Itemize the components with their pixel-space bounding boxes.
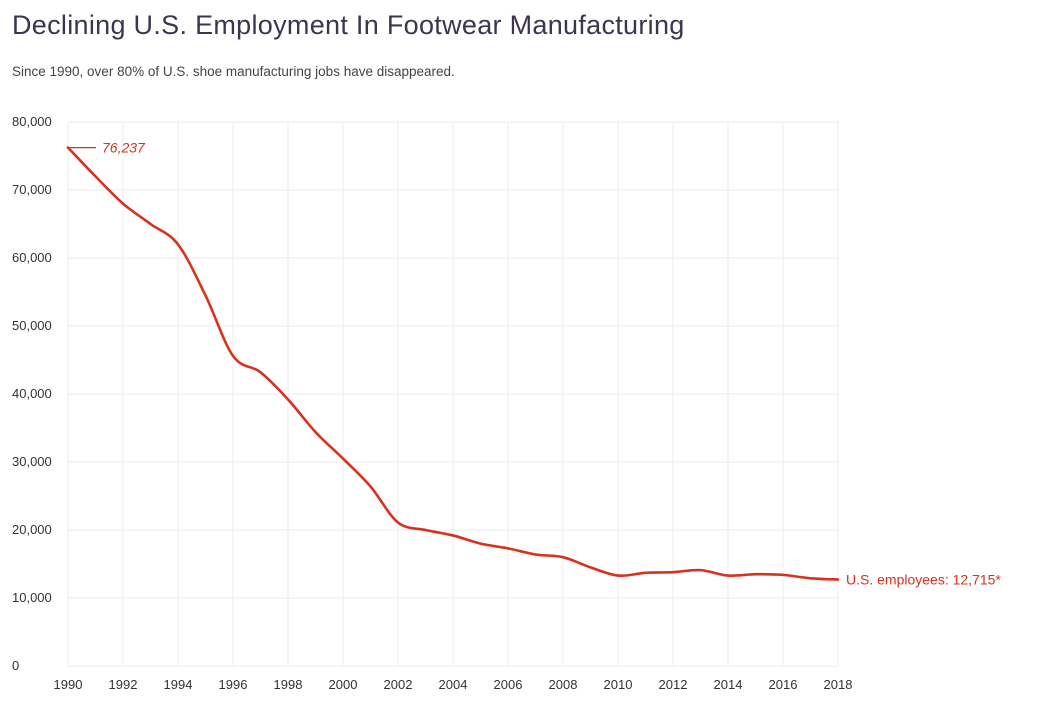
y-tick-label: 60,000	[12, 250, 52, 265]
x-tick-label: 2006	[494, 677, 523, 692]
data-point	[479, 542, 482, 545]
x-tick-label: 1994	[164, 677, 193, 692]
data-point	[809, 577, 812, 580]
x-tick-label: 2016	[769, 677, 798, 692]
y-tick-label: 40,000	[12, 386, 52, 401]
annotation-start-value: 76,237	[102, 140, 146, 156]
data-point	[369, 485, 372, 488]
data-point	[726, 574, 730, 577]
series-layer	[66, 146, 840, 581]
chart-subtitle: Since 1990, over 80% of U.S. shoe manufa…	[12, 64, 455, 79]
data-point	[396, 521, 400, 524]
data-point	[506, 547, 510, 550]
data-point	[286, 398, 290, 401]
data-point	[231, 354, 235, 358]
data-point	[176, 243, 180, 246]
x-tick-label: 2000	[329, 677, 358, 692]
data-point	[836, 578, 840, 581]
x-tick-label: 2018	[824, 677, 853, 692]
x-tick-label: 2014	[714, 677, 743, 692]
data-point	[204, 294, 207, 297]
y-tick-label: 80,000	[12, 114, 52, 129]
annotations: 76,237 U.S. employees: 12,715*	[68, 140, 1001, 588]
y-tick-label: 0	[12, 658, 19, 673]
data-point	[671, 570, 675, 574]
y-axis-tick-labels: 0 10,000 20,000 30,000 40,000 50,000 60,000 70,…	[12, 114, 52, 673]
data-point	[616, 574, 620, 577]
x-tick-label: 2010	[604, 677, 633, 692]
data-point	[259, 371, 262, 374]
y-tick-label: 50,000	[12, 318, 52, 333]
chart-title: Declining U.S. Employment In Footwear Ma…	[12, 10, 685, 40]
x-tick-label: 1998	[274, 677, 303, 692]
data-point	[644, 571, 647, 575]
x-axis-tick-labels: 1990 1992 1994 1996 1998 2000 2002 2004 2006 2008…	[54, 677, 853, 692]
data-point	[94, 175, 97, 178]
grid	[67, 121, 839, 667]
x-tick-label: 1992	[109, 677, 138, 692]
x-tick-label: 1990	[54, 677, 83, 692]
data-point	[561, 556, 565, 559]
data-point	[149, 222, 152, 226]
data-point	[589, 566, 592, 569]
x-tick-label: 1996	[219, 677, 248, 692]
y-tick-label: 30,000	[12, 454, 52, 469]
data-point	[314, 430, 317, 434]
annotation-end-value: U.S. employees: 12,715*	[846, 572, 1001, 588]
data-point	[781, 573, 785, 577]
data-point	[699, 568, 702, 572]
data-point	[754, 573, 757, 576]
x-tick-label: 2002	[384, 677, 413, 692]
data-point	[534, 553, 537, 556]
x-tick-label: 2008	[549, 677, 578, 692]
y-tick-label: 70,000	[12, 182, 52, 197]
data-point	[424, 528, 427, 532]
data-point	[451, 534, 455, 537]
data-point	[341, 457, 345, 460]
x-tick-label: 2004	[439, 677, 468, 692]
data-point	[121, 202, 125, 205]
x-tick-label: 2012	[659, 677, 688, 692]
y-tick-label: 20,000	[12, 522, 52, 537]
y-tick-label: 10,000	[12, 590, 52, 605]
